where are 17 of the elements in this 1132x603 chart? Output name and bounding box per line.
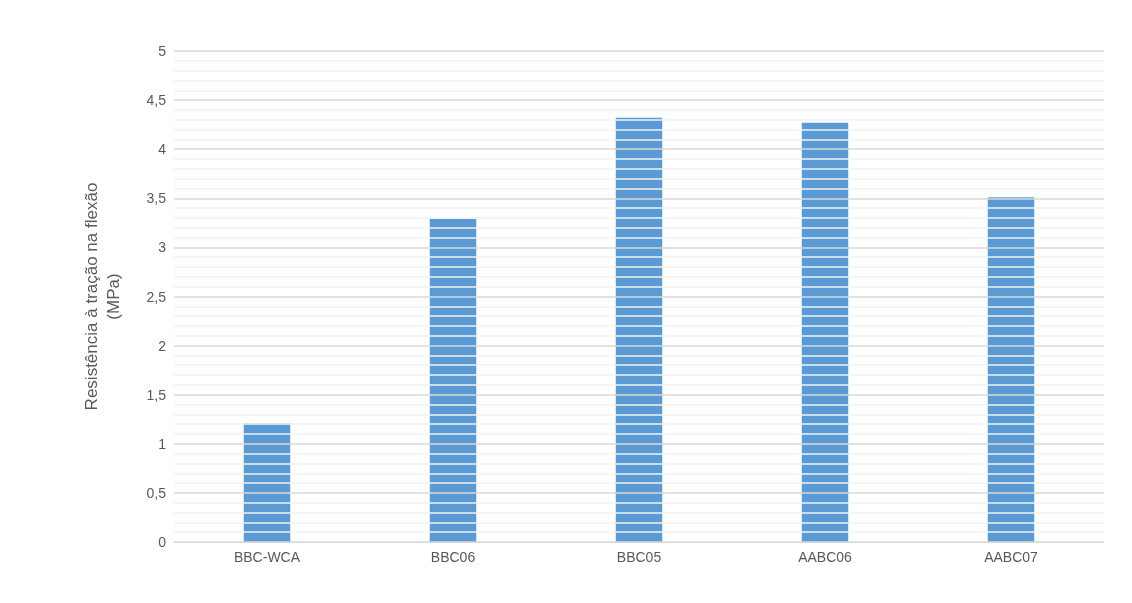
y-tick-label: 2,5 bbox=[146, 288, 167, 305]
x-tick-label: BBC06 bbox=[430, 549, 476, 565]
y-tick-label: 0,5 bbox=[146, 484, 167, 501]
y-tick-label: 1 bbox=[158, 435, 167, 452]
x-tick-label: BBC05 bbox=[616, 549, 662, 565]
y-tick-label: 3 bbox=[158, 239, 167, 256]
y-tick-label: 4 bbox=[158, 141, 167, 158]
y-tick-label: 3,5 bbox=[146, 190, 167, 207]
y-axis-title: Resistência à tração na flexão (MPa) bbox=[81, 182, 123, 411]
y-tick-label: 4,5 bbox=[146, 92, 167, 109]
x-tick-label: AABC06 bbox=[798, 549, 853, 565]
x-tick-label: AABC07 bbox=[984, 549, 1039, 565]
y-tick-label: 2 bbox=[158, 337, 167, 354]
y-tick-label: 1,5 bbox=[146, 386, 167, 403]
y-tick-label: 0 bbox=[158, 534, 167, 550]
y-tick-label: 5 bbox=[158, 43, 167, 59]
x-tick-label: BBC-WCA bbox=[233, 549, 301, 565]
